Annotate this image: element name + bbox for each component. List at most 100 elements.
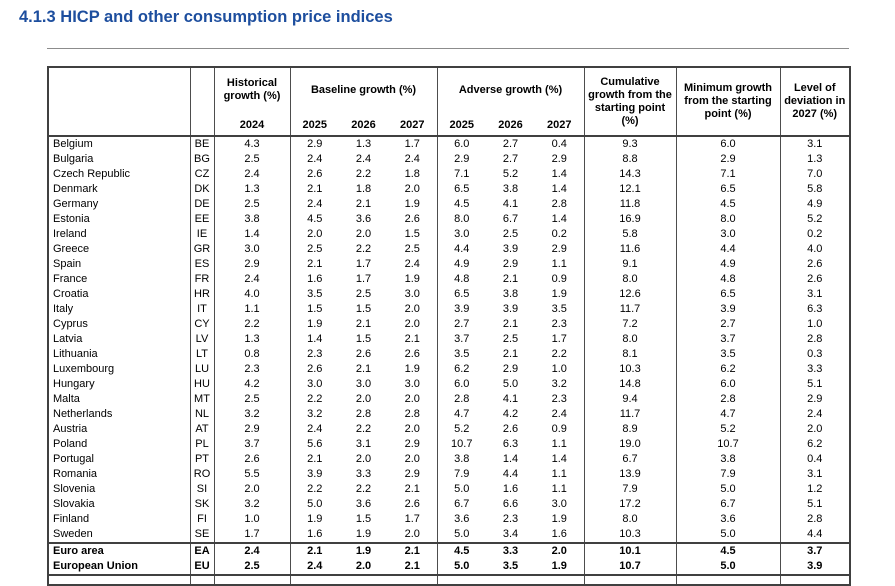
cell-value: 2.1 xyxy=(290,542,339,559)
cell-value: 8.1 xyxy=(584,347,677,362)
cell-value: 1.9 xyxy=(307,513,323,525)
cell-value: 2.0 xyxy=(388,422,438,437)
cell-value: 0.4 xyxy=(807,453,823,465)
cell-value: 2.9 xyxy=(535,152,585,167)
cell-value: 5.0 xyxy=(437,559,486,576)
cell-country-code: AT xyxy=(190,422,215,437)
cell-value: 3.7 xyxy=(780,542,850,559)
cell-value: 3.5 xyxy=(454,348,470,360)
cell-value: 4.4 xyxy=(502,468,519,480)
header-code-blank xyxy=(190,67,215,137)
cell-value: 2.0 xyxy=(214,482,291,497)
cell-value: 5.0 xyxy=(676,559,781,576)
cell-value: 2.2 xyxy=(307,393,323,405)
cell-empty xyxy=(676,575,781,585)
cell-value: 4.4 xyxy=(807,528,823,540)
table-row: Euro area EA 2.4 2.1 1.9 2.1 4.5 3.3 2.0 10.1 4.5 3… xyxy=(48,542,850,559)
table-row: Hungary HU 4.2 3.0 3.0 3.0 6.0 5.0 3.2 14.8 6.0 5.1 xyxy=(48,377,850,392)
cell-value: 13.9 xyxy=(584,467,677,482)
cell-value: 6.0 xyxy=(676,377,781,392)
cell-value: 6.2 xyxy=(454,363,470,375)
cell-value: 2.6 xyxy=(388,347,438,362)
cell-value: 12.6 xyxy=(584,287,677,302)
cell-value: 1.2 xyxy=(807,483,823,495)
cell-value: 2.1 xyxy=(355,198,372,210)
table-row: Portugal PT 2.6 2.1 2.0 2.0 3.8 1.4 1.4 6.7 3.8 0.4 xyxy=(48,452,850,467)
cell-value: 2.9 xyxy=(388,437,438,452)
cell-value: 8.0 xyxy=(584,332,677,347)
cell-value: 5.0 xyxy=(307,498,323,510)
cell-value: 2.0 xyxy=(388,182,438,197)
cell-value: 4.5 xyxy=(676,542,781,559)
cell-value: 2.9 xyxy=(535,242,585,257)
cell-value: 2.9 xyxy=(307,138,323,150)
cell-value: 2.1 xyxy=(388,482,438,497)
cell-value: 3.2 xyxy=(214,497,291,512)
cell-value: 1.4 xyxy=(502,453,519,465)
cell-empty xyxy=(214,575,291,585)
cell-value: 2.5 xyxy=(214,197,291,212)
cell-country-name: Finland xyxy=(48,512,191,527)
cell-empty xyxy=(780,575,850,585)
cell-value: 2.0 xyxy=(388,302,438,317)
cell-value: 1.9 xyxy=(388,197,438,212)
cell-country-name: Croatia xyxy=(48,287,191,302)
cell-value: 2.4 xyxy=(214,542,291,559)
cell-value: 6.7 xyxy=(584,452,677,467)
cell-value: 2.6 xyxy=(388,212,438,227)
cell-empty xyxy=(437,575,486,585)
cell-value: 2.0 xyxy=(388,452,438,467)
header-years-row: 2024 2025 2026 2027 2025 2026 2027 xyxy=(48,112,850,137)
year-baseline-2027: 2027 xyxy=(388,112,438,137)
cell-value: 3.7 xyxy=(454,333,470,345)
cell-country-name: Portugal xyxy=(48,452,191,467)
cell-value: 10.1 xyxy=(584,542,677,559)
cell-value: 10.7 xyxy=(676,437,781,452)
cell-value: 3.7 xyxy=(214,437,291,452)
table-row: France FR 2.4 1.6 1.7 1.9 4.8 2.1 0.9 8.0 4.8 2.6 xyxy=(48,272,850,287)
table-row: Estonia EE 3.8 4.5 3.6 2.6 8.0 6.7 1.4 16.9 8.0 5.2 xyxy=(48,212,850,227)
table-row: Luxembourg LU 2.3 2.6 2.1 1.9 6.2 2.9 1.0 10.3 6.2… xyxy=(48,362,850,377)
cell-value: 1.7 xyxy=(355,258,372,270)
cell-value: 2.0 xyxy=(388,527,438,543)
cell-empty xyxy=(486,575,535,585)
cell-value: 4.5 xyxy=(454,198,470,210)
cell-country-code: HR xyxy=(190,287,215,302)
cell-country-name: Italy xyxy=(48,302,191,317)
cell-value: 2.9 xyxy=(807,393,823,405)
cell-value: 3.9 xyxy=(454,303,470,315)
cell-value: 1.9 xyxy=(388,272,438,287)
cell-country-code: FI xyxy=(190,512,215,527)
cell-value: 5.0 xyxy=(676,527,781,543)
cell-value: 3.0 xyxy=(388,287,438,302)
cell-empty xyxy=(339,575,388,585)
cell-value: 8.0 xyxy=(584,272,677,287)
cell-value: 3.4 xyxy=(502,528,519,540)
cell-value: 3.0 xyxy=(388,377,438,392)
cell-country-code: CZ xyxy=(190,167,215,182)
year-adverse-2025: 2025 xyxy=(437,112,486,137)
cell-value: 7.9 xyxy=(584,482,677,497)
cell-value: 2.2 xyxy=(535,347,585,362)
cell-value: 9.1 xyxy=(584,257,677,272)
cell-value: 4.2 xyxy=(502,408,519,420)
cell-value: 2.7 xyxy=(676,317,781,332)
cell-value: 3.9 xyxy=(502,303,519,315)
cell-value: 2.4 xyxy=(535,407,585,422)
cell-value: 4.9 xyxy=(676,257,781,272)
cell-value: 6.0 xyxy=(676,136,781,152)
table-row: Cyprus CY 2.2 1.9 2.1 2.0 2.7 2.1 2.3 7.2 2.7 1.0 xyxy=(48,317,850,332)
cell-value: 2.3 xyxy=(502,513,519,525)
cell-value: 2.4 xyxy=(307,423,323,435)
cell-value: 2.0 xyxy=(307,228,323,240)
cell-value: 2.3 xyxy=(535,317,585,332)
cell-value: 1.0 xyxy=(535,362,585,377)
cell-country-code: LT xyxy=(190,347,215,362)
cell-value: 1.1 xyxy=(214,302,291,317)
table-row: Romania RO 5.5 3.9 3.3 2.9 7.9 4.4 1.1 13.9 7.9 3.1 xyxy=(48,467,850,482)
cell-value: 2.5 xyxy=(502,333,519,345)
cell-value: 10.3 xyxy=(584,527,677,543)
cell-value: 2.1 xyxy=(307,258,323,270)
cell-value: 4.9 xyxy=(807,198,823,210)
cell-country-name: Czech Republic xyxy=(48,167,191,182)
